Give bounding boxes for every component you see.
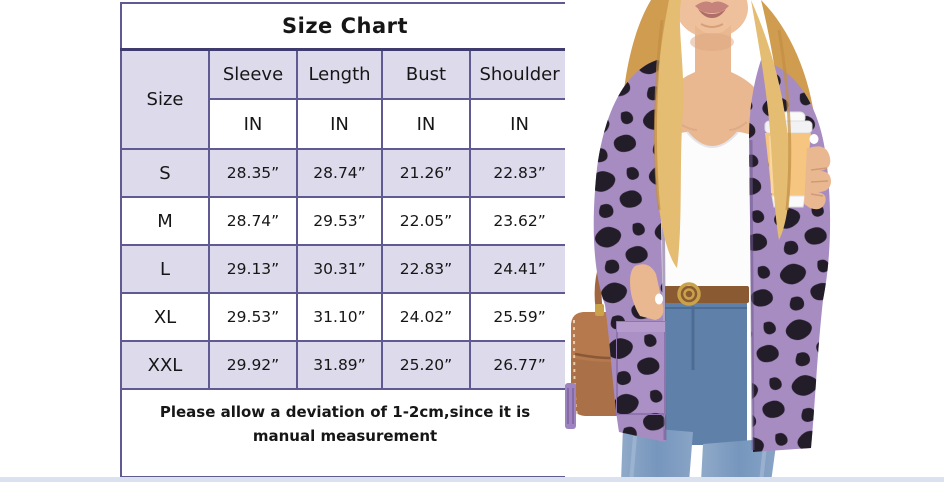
value-cell: 24.41”	[468, 244, 571, 294]
col-header-shoulder: Shoulder	[468, 48, 571, 100]
hand-in-pocket	[630, 264, 664, 320]
value-cell: 21.26”	[381, 148, 471, 198]
product-photo	[565, 0, 944, 482]
value-cell: 29.13”	[208, 244, 298, 294]
value-cell: 26.77”	[468, 340, 571, 390]
tank-neckline	[686, 131, 739, 148]
value-cell: 28.74”	[296, 148, 383, 198]
unit-cell: IN	[208, 98, 298, 150]
value-cell: 28.74”	[208, 196, 298, 246]
hand-holding-cup	[804, 134, 831, 210]
table-row: S 28.35” 28.74” 21.26” 22.83”	[120, 148, 571, 198]
row-header-size: Size	[120, 48, 210, 150]
value-cell: 25.20”	[381, 340, 471, 390]
model-hair-front	[653, 0, 792, 268]
size-cell: L	[120, 244, 210, 294]
value-cell: 22.05”	[381, 196, 471, 246]
value-cell: 24.02”	[381, 292, 471, 342]
value-cell: 22.83”	[381, 244, 471, 294]
value-cell: 28.35”	[208, 148, 298, 198]
value-cell: 29.53”	[208, 292, 298, 342]
size-cell: S	[120, 148, 210, 198]
model-photo-illustration	[565, 0, 944, 482]
table-title: Size Chart	[119, 2, 571, 51]
unit-cell: IN	[381, 98, 471, 150]
col-header-length: Length	[296, 48, 383, 100]
bottom-strip	[0, 477, 944, 482]
unit-cell: IN	[296, 98, 383, 150]
cardigan-pocket	[616, 321, 666, 415]
size-cell: M	[120, 196, 210, 246]
belt	[665, 282, 749, 306]
table-row: XXL 29.92” 31.89” 25.20” 26.77”	[120, 340, 571, 390]
value-cell: 29.92”	[208, 340, 298, 390]
table-row: XL 29.53” 31.10” 24.02” 25.59”	[120, 292, 571, 342]
col-header-bust: Bust	[381, 48, 471, 100]
value-cell: 31.89”	[296, 340, 383, 390]
value-cell: 30.31”	[296, 244, 383, 294]
value-cell: 31.10”	[296, 292, 383, 342]
table-row: L 29.13” 30.31” 22.83” 24.41”	[120, 244, 571, 294]
unit-cell: IN	[468, 98, 571, 150]
size-chart-table: Size Chart Size Sleeve Length Bust Shoul…	[119, 2, 571, 478]
size-cell: XL	[120, 292, 210, 342]
value-cell: 23.62”	[468, 196, 571, 246]
tank-top	[657, 132, 768, 292]
model-face	[659, 0, 767, 152]
size-cell: XXL	[120, 340, 210, 390]
jeans	[621, 286, 777, 482]
col-header-sleeve: Sleeve	[208, 48, 298, 100]
table-row: M 28.74” 29.53” 22.05” 23.62”	[120, 196, 571, 246]
value-cell: 22.83”	[468, 148, 571, 198]
value-cell: 29.53”	[296, 196, 383, 246]
value-cell: 25.59”	[468, 292, 571, 342]
measurement-note: Please allow a deviation of 1-2cm,since …	[119, 388, 571, 478]
